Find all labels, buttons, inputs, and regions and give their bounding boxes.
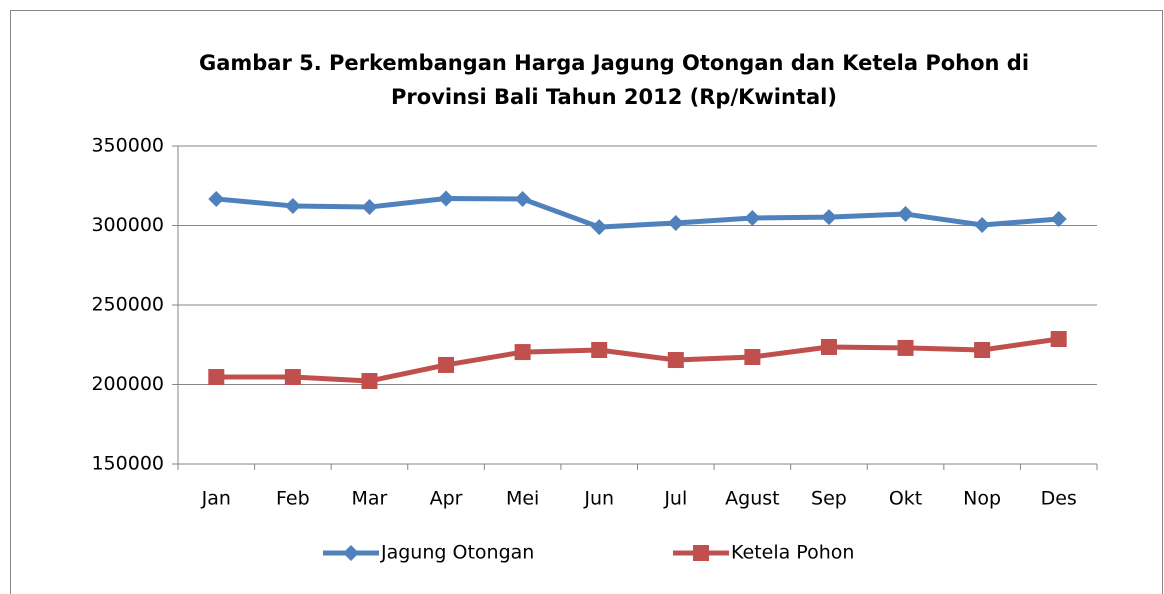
data-point — [361, 199, 378, 216]
x-tick-label: Mei — [506, 488, 539, 510]
x-tick-label: Jan — [201, 488, 231, 510]
data-point — [591, 341, 608, 358]
data-point — [438, 356, 455, 373]
chart-title: Gambar 5. Perkembangan Harga Jagung Oton… — [199, 51, 1029, 75]
legend-marker — [693, 545, 709, 561]
x-tick-label: Agust — [725, 488, 779, 510]
x-tick-label: Des — [1041, 488, 1077, 510]
series-line — [216, 336, 1060, 384]
data-point — [744, 210, 761, 227]
data-point — [974, 341, 991, 358]
legend-label: Ketela Pohon — [731, 542, 854, 564]
data-point — [820, 338, 837, 355]
data-point — [1050, 331, 1067, 348]
data-point — [820, 209, 837, 226]
x-tick-label: Jun — [583, 488, 614, 510]
data-point — [1050, 210, 1067, 227]
y-tick-label: 350000 — [91, 135, 164, 157]
data-point — [284, 197, 301, 214]
data-point — [974, 217, 991, 234]
data-point — [514, 344, 531, 361]
data-point — [897, 339, 914, 356]
x-tick-label: Apr — [430, 488, 463, 510]
data-point — [514, 190, 531, 207]
data-point — [284, 369, 301, 386]
data-point — [438, 190, 455, 207]
chart-subtitle: Provinsi Bali Tahun 2012 (Rp/Kwintal) — [391, 85, 837, 109]
x-tick-label: Okt — [889, 488, 922, 510]
x-tick-label: Mar — [352, 488, 388, 510]
legend-marker — [343, 545, 359, 561]
data-point — [667, 352, 684, 369]
data-point — [897, 206, 914, 223]
y-tick-label: 150000 — [91, 453, 164, 475]
y-tick-label: 300000 — [91, 214, 164, 236]
series-line — [216, 195, 1059, 230]
data-point — [667, 214, 684, 231]
y-tick-label: 200000 — [91, 373, 164, 395]
x-tick-label: Nop — [963, 488, 1001, 510]
data-point — [208, 369, 225, 386]
data-point — [361, 373, 378, 390]
y-tick-label: 250000 — [91, 294, 164, 316]
chart-frame — [10, 10, 1163, 594]
x-tick-label: Sep — [811, 488, 847, 510]
data-point — [744, 348, 761, 365]
data-point — [591, 219, 608, 236]
legend-label: Jagung Otongan — [380, 542, 534, 564]
data-point — [208, 190, 225, 207]
x-tick-label: Feb — [276, 488, 310, 510]
x-tick-label: Jul — [663, 488, 687, 510]
